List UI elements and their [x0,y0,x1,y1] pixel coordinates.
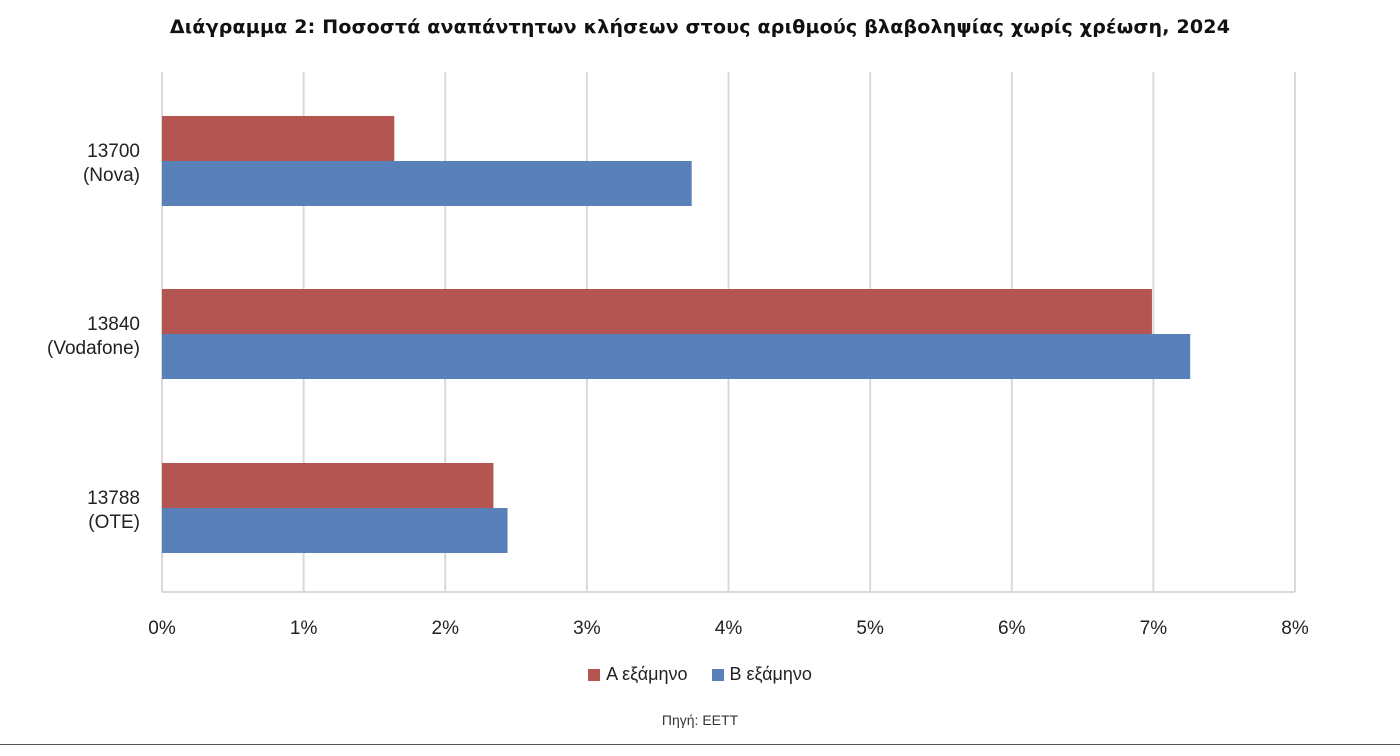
x-tick-label: 7% [1140,618,1168,639]
x-tick-label: 8% [1281,618,1309,639]
bars [162,116,1191,553]
bar-series-b-13700 [162,161,692,206]
bar-series-b-13840 [162,334,1191,379]
legend-label-series-a: Α εξάμηνο [606,664,688,684]
bar-series-a-13700 [162,116,395,161]
x-tick-label: 6% [998,618,1026,639]
x-tick-label: 1% [290,618,318,639]
x-tick-label: 2% [432,618,460,639]
x-tick-label: 0% [148,618,176,639]
category-label-number: 13788 [87,488,140,509]
category-label-operator: (OTE) [88,512,140,533]
x-tick-label: 5% [856,618,884,639]
category-label-operator: (Vodafone) [47,338,140,359]
bottom-rule [0,744,1400,745]
legend-item-series-b: Β εξάμηνο [711,664,812,685]
x-tick-label: 3% [573,618,601,639]
legend: Α εξάμηνο Β εξάμηνο [0,664,1400,685]
category-label-number: 13840 [87,314,140,335]
x-tick-labels: 0% 1% 2% 3% 4% 5% 6% 7% 8% [148,618,1309,639]
legend-label-series-b: Β εξάμηνο [729,664,812,684]
category-label-number: 13700 [87,141,140,162]
bar-series-a-13840 [162,289,1152,334]
legend-item-series-a: Α εξάμηνο [588,664,688,685]
legend-swatch-series-b [711,668,724,681]
category-labels: 13700 (Nova) 13840 (Vodafone) 13788 (OTE) [47,141,140,533]
category-label-operator: (Nova) [83,165,140,186]
x-tick-label: 4% [715,618,743,639]
legend-swatch-series-a [588,668,601,681]
bar-series-b-13788 [162,508,508,553]
bar-series-a-13788 [162,463,494,508]
chart-title: Διάγραμμα 2: Ποσοστά αναπάντητων κλήσεων… [169,16,1231,38]
source-note: Πηγή: ΕΕΤΤ [661,712,739,728]
